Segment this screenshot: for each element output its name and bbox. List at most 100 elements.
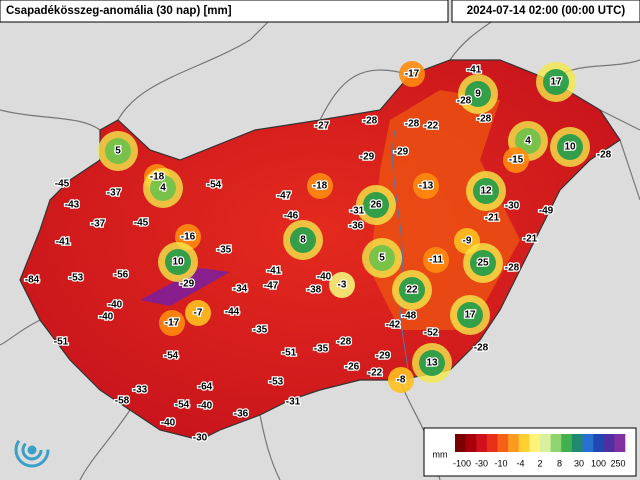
legend-swatch (455, 434, 466, 452)
station-value: -28 (505, 263, 520, 274)
legend-swatch (486, 434, 498, 452)
station-value: 5 (115, 146, 121, 157)
station-value: -8 (397, 375, 406, 386)
anomaly-blob (543, 69, 569, 95)
legend-label: 100 (591, 458, 606, 468)
station-value: -21 (485, 213, 500, 224)
anomaly-blob (369, 245, 395, 271)
anomaly-blob (473, 178, 499, 204)
legend-swatch (518, 434, 530, 452)
anomaly-blob (503, 147, 529, 173)
anomaly-blob (423, 247, 449, 273)
legend-label: 2 (537, 458, 542, 468)
station-value: -53 (269, 377, 284, 388)
legend-swatch (465, 434, 477, 452)
station-value: -53 (69, 273, 84, 284)
station-value: 25 (477, 258, 489, 269)
legend-label: 250 (610, 458, 625, 468)
station-value: 17 (550, 77, 562, 88)
station-value: -42 (386, 320, 401, 331)
legend-swatch (529, 434, 541, 452)
station-value: -18 (150, 172, 165, 183)
station-value: -47 (277, 191, 292, 202)
anomaly-blob (388, 367, 414, 393)
station-value: 13 (426, 358, 438, 369)
station-value: -29 (376, 351, 391, 362)
station-value: -26 (345, 362, 360, 373)
station-value: -21 (523, 234, 538, 245)
anomaly-blob (329, 272, 355, 298)
station-value: -35 (217, 245, 232, 256)
station-value: -35 (314, 344, 329, 355)
station-value: -36 (234, 409, 249, 420)
station-value: -45 (134, 218, 149, 229)
legend-swatch (561, 434, 573, 452)
station-value: 4 (160, 183, 166, 194)
legend-label: 8 (557, 458, 562, 468)
station-value: -15 (509, 155, 524, 166)
legend-swatch (582, 434, 594, 452)
station-value: 10 (172, 257, 184, 268)
station-value: -40 (99, 312, 114, 323)
station-value: -16 (181, 232, 196, 243)
legend-swatch (614, 434, 626, 452)
station-value: -29 (394, 147, 409, 158)
station-value: -54 (207, 180, 222, 191)
station-value: -41 (267, 266, 282, 277)
anomaly-blob (363, 192, 389, 218)
station-value: -84 (25, 275, 40, 286)
station-value: -18 (313, 181, 328, 192)
station-value: -38 (307, 285, 322, 296)
station-value: -27 (315, 121, 330, 132)
station-value: -54 (175, 400, 190, 411)
station-value: -22 (368, 368, 383, 379)
station-value: -37 (91, 219, 106, 230)
anomaly-blob (307, 173, 333, 199)
station-value: -30 (505, 201, 520, 212)
station-value: -28 (457, 96, 472, 107)
legend-swatch (571, 434, 583, 452)
station-value: -56 (114, 270, 129, 281)
legend-label: -100 (453, 458, 471, 468)
station-value: -9 (463, 236, 472, 247)
station-value: -31 (286, 397, 301, 408)
station-value: 10 (564, 142, 576, 153)
station-value: -41 (467, 65, 482, 76)
anomaly-blob (515, 128, 541, 154)
legend-swatch (497, 434, 509, 452)
station-value: -28 (477, 114, 492, 125)
station-value: -7 (194, 308, 203, 319)
station-value: -58 (115, 396, 130, 407)
anomaly-blob (165, 249, 191, 275)
anomaly-blob (470, 250, 496, 276)
anomaly-blob (399, 61, 425, 87)
station-value: -34 (233, 284, 248, 295)
anomaly-blob (399, 277, 425, 303)
legend-swatch (476, 434, 488, 452)
station-value: -43 (65, 200, 80, 211)
station-value: -64 (198, 382, 213, 393)
anomaly-blob (290, 227, 316, 253)
station-value: -11 (429, 255, 443, 266)
station-value: -29 (360, 152, 375, 163)
title-box (0, 0, 449, 23)
anomaly-blob (557, 134, 583, 160)
station-value: -13 (419, 181, 434, 192)
station-value: 17 (464, 310, 476, 321)
timestamp-box (451, 0, 640, 23)
station-value: -48 (402, 311, 417, 322)
anomaly-blob (465, 81, 491, 107)
station-value: -45 (55, 179, 70, 190)
legend-swatch (550, 434, 562, 452)
station-value: -40 (317, 272, 332, 283)
anomaly-blob (419, 350, 445, 376)
legend-swatch (540, 434, 551, 452)
station-value: 12 (480, 186, 492, 197)
station-value: -17 (405, 69, 420, 80)
station-value: -28 (474, 343, 489, 354)
anomaly-blob (185, 300, 211, 326)
anomaly-blob (159, 310, 185, 336)
station-value: -54 (164, 351, 179, 362)
station-value: -3 (338, 280, 347, 291)
